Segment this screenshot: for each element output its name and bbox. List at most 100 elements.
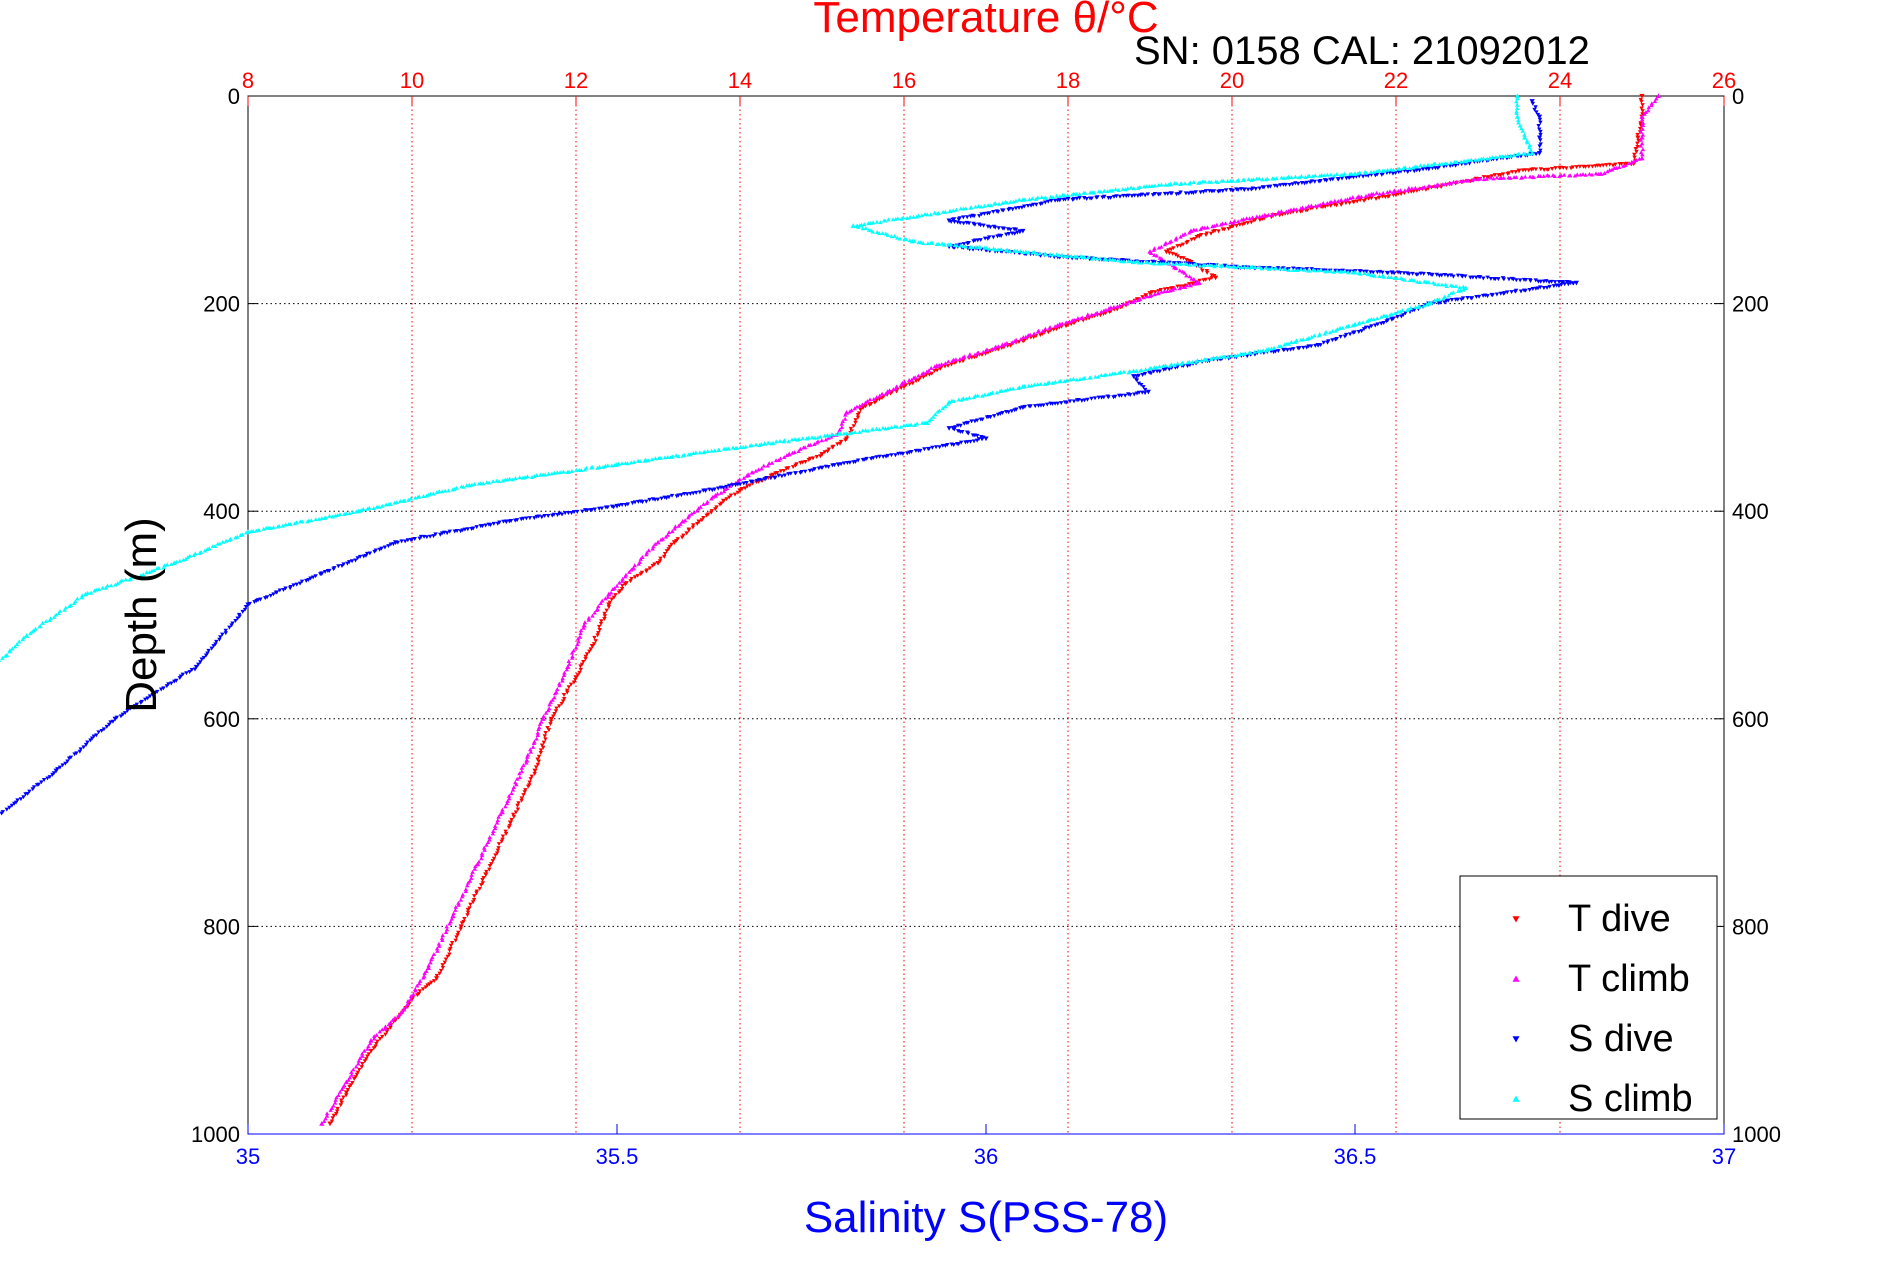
data-point [578, 631, 583, 636]
data-point [386, 1022, 392, 1026]
data-point [1027, 197, 1032, 202]
data-point [1147, 291, 1153, 296]
data-point [1536, 173, 1541, 178]
data-point [1004, 232, 1009, 237]
data-point [1578, 172, 1583, 177]
data-point [1331, 269, 1336, 274]
data-point [506, 793, 512, 798]
data-point [1131, 259, 1137, 265]
data-point [1458, 159, 1464, 164]
data-point [889, 234, 894, 239]
data-point [933, 412, 938, 417]
data-point [871, 396, 877, 401]
data-point [925, 446, 931, 451]
data-point [380, 503, 385, 508]
data-point [912, 238, 917, 243]
data-point [612, 463, 617, 467]
data-point [1309, 334, 1314, 339]
data-point [988, 225, 993, 230]
data-point [535, 730, 540, 735]
data-point [1385, 271, 1391, 276]
depth-tick-label-left: 0 [228, 84, 240, 109]
data-point [154, 566, 160, 571]
data-point [499, 839, 504, 844]
depth-tick-label-right: 400 [1732, 499, 1769, 524]
data-point [847, 409, 853, 414]
data-point [354, 509, 359, 514]
data-point [266, 525, 272, 530]
data-point [1381, 313, 1387, 318]
data-point [484, 869, 489, 874]
data-point [1527, 288, 1532, 293]
data-point [206, 648, 211, 653]
data-point [1327, 330, 1333, 335]
data-point [836, 431, 842, 436]
data-point [672, 526, 677, 531]
data-point [1031, 331, 1037, 336]
data-point [1536, 123, 1541, 128]
data-point [1398, 192, 1404, 197]
data-point [427, 534, 433, 539]
data-point [1220, 189, 1225, 193]
data-point [1298, 209, 1303, 214]
data-point [1018, 406, 1023, 411]
data-point [753, 468, 759, 473]
data-point [1424, 166, 1429, 171]
data-point [1245, 265, 1250, 270]
data-point [1020, 197, 1026, 202]
data-point [372, 549, 377, 554]
data-point [1474, 275, 1479, 280]
data-point [688, 491, 693, 496]
data-point [319, 516, 325, 521]
data-point [1154, 253, 1160, 258]
data-point [1467, 161, 1472, 166]
data-point [536, 727, 541, 732]
data-point [91, 734, 97, 739]
data-point [31, 785, 37, 790]
data-point [1452, 159, 1457, 164]
data-point [1363, 325, 1369, 330]
data-point [655, 539, 661, 545]
data-point [623, 460, 628, 465]
data-point [1036, 403, 1041, 408]
data-point [1640, 123, 1646, 128]
data-point [494, 478, 499, 483]
data-point [316, 516, 322, 521]
data-point [1016, 386, 1021, 391]
data-point [479, 883, 484, 888]
data-point [578, 667, 583, 672]
data-point [1538, 148, 1543, 153]
data-point [21, 795, 26, 800]
data-point [524, 760, 529, 765]
data-point [1152, 191, 1158, 196]
data-point [437, 489, 442, 494]
legend-marker [1512, 975, 1520, 982]
data-point [1184, 261, 1190, 266]
data-point [575, 509, 580, 514]
data-point [614, 503, 620, 509]
data-point [665, 455, 670, 459]
data-point [52, 614, 57, 619]
data-point [790, 465, 796, 470]
data-point [27, 789, 32, 794]
data-point [147, 694, 153, 699]
data-point [1017, 248, 1023, 253]
data-point [1272, 183, 1278, 188]
data-point [305, 519, 310, 524]
data-point [947, 209, 952, 214]
data-point [431, 491, 436, 496]
data-point [1173, 237, 1178, 242]
data-point [1129, 194, 1135, 199]
data-point [465, 880, 471, 885]
data-point [586, 617, 591, 622]
data-point [1124, 194, 1129, 199]
depth-tick-label-left: 800 [203, 914, 240, 939]
data-point [12, 644, 18, 649]
data-point [1171, 246, 1176, 251]
data-point [115, 581, 120, 586]
data-point [573, 677, 578, 682]
data-point [581, 625, 586, 630]
data-point [335, 1106, 340, 1111]
data-point [420, 987, 426, 992]
data-point [458, 927, 463, 932]
